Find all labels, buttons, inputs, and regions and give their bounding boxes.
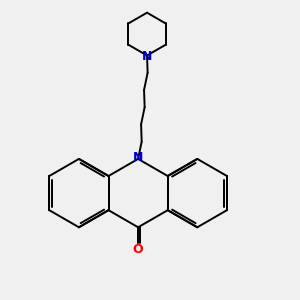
Text: N: N — [133, 151, 143, 164]
Text: O: O — [133, 243, 143, 256]
Text: N: N — [142, 50, 152, 64]
